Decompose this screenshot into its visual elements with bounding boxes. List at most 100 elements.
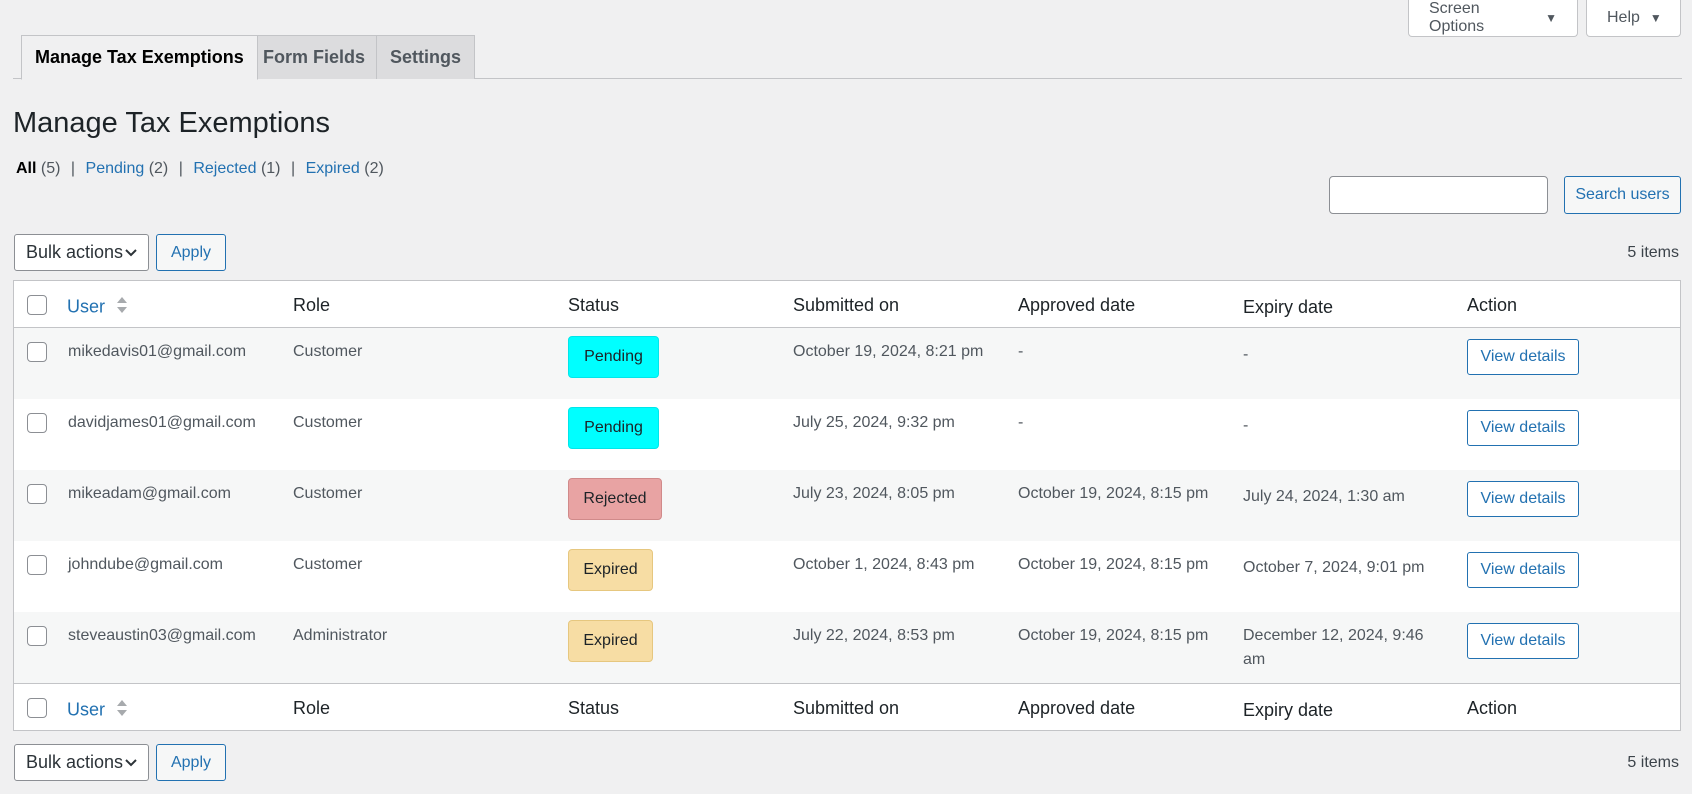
table-footer-row: User Role Status Submitted on Approved d… (14, 683, 1680, 730)
view-details-button[interactable]: View details (1467, 623, 1579, 659)
expiry-cell: July 24, 2024, 1:30 am (1243, 488, 1405, 505)
select-all-checkbox-footer[interactable] (27, 698, 47, 718)
help-label: Help (1607, 9, 1640, 26)
tab-settings[interactable]: Settings (376, 35, 476, 79)
exemptions-table: User Role Status Submitted on Approved d… (13, 280, 1681, 731)
filter-separator: | (178, 160, 183, 177)
tab-form-fields[interactable]: Form Fields (249, 35, 380, 79)
screen-options-label: Screen Options (1429, 0, 1485, 35)
tab-label: Form Fields (263, 47, 366, 67)
sort-icon (116, 698, 128, 723)
apply-button-top[interactable]: Apply (156, 234, 226, 271)
row-checkbox[interactable] (27, 484, 47, 504)
chevron-down-icon (124, 755, 138, 771)
approved-cell: October 19, 2024, 8:15 pm (1018, 627, 1209, 644)
items-count-top: 5 items (1627, 244, 1679, 261)
filter-expired[interactable]: Expired (2) (305, 160, 384, 177)
view-details-button[interactable]: View details (1467, 410, 1579, 446)
role-cell: Customer (293, 556, 363, 573)
column-footer-role: Role (293, 698, 331, 718)
bulk-actions-value: Bulk actions (26, 242, 124, 262)
sort-icon (116, 295, 128, 320)
column-header-approved: Approved date (1018, 295, 1136, 315)
expiry-cell: - (1243, 346, 1249, 363)
user-email-link[interactable]: johndube@gmail.com (68, 556, 223, 573)
status-badge: Pending (568, 336, 659, 378)
status-filters: All (5) | Pending (2) | Rejected (1) | E… (16, 160, 384, 178)
view-details-button[interactable]: View details (1467, 552, 1579, 588)
filter-rejected[interactable]: Rejected (1) (193, 160, 281, 177)
role-cell: Administrator (293, 627, 388, 644)
filter-separator: | (290, 160, 296, 177)
status-badge: Pending (568, 407, 659, 449)
status-badge: Expired (568, 549, 653, 591)
screen-options-button[interactable]: Screen Options ▼ (1408, 0, 1578, 37)
chevron-down-icon (124, 245, 138, 261)
user-email-link[interactable]: davidjames01@gmail.com (68, 414, 256, 431)
column-footer-action: Action (1467, 698, 1518, 718)
column-footer-expiry: Expiry date (1243, 700, 1334, 720)
column-footer-submitted: Submitted on (793, 698, 900, 718)
tab-label: Settings (390, 47, 462, 67)
column-header-action: Action (1467, 295, 1518, 315)
row-checkbox[interactable] (27, 626, 47, 646)
search-input[interactable] (1329, 176, 1548, 214)
column-footer-approved: Approved date (1018, 698, 1136, 718)
status-badge: Expired (568, 620, 653, 662)
table-row: davidjames01@gmail.com Customer Pending … (14, 399, 1680, 470)
items-count-bottom: 5 items (1627, 754, 1679, 771)
filter-all[interactable]: All (5) (16, 160, 61, 177)
role-cell: Customer (293, 414, 363, 431)
column-footer-status: Status (568, 698, 620, 718)
tab-label: Manage Tax Exemptions (35, 47, 244, 67)
column-header-submitted: Submitted on (793, 295, 900, 315)
table-row: mikedavis01@gmail.com Customer Pending O… (14, 328, 1680, 399)
bulk-actions-value: Bulk actions (26, 752, 124, 772)
column-header-user[interactable]: User (67, 295, 128, 320)
user-email-link[interactable]: steveaustin03@gmail.com (68, 627, 256, 644)
tab-manage-tax-exemptions[interactable]: Manage Tax Exemptions (21, 35, 258, 80)
column-footer-user[interactable]: User (67, 698, 128, 723)
column-header-expiry: Expiry date (1243, 297, 1334, 317)
search-users-button[interactable]: Search users (1564, 176, 1681, 214)
status-badge: Rejected (568, 478, 662, 520)
user-email-link[interactable]: mikedavis01@gmail.com (68, 343, 247, 360)
expiry-cell: October 7, 2024, 9:01 pm (1243, 559, 1425, 576)
expiry-cell: - (1243, 417, 1249, 434)
table-row: johndube@gmail.com Customer Expired Octo… (14, 541, 1680, 612)
bulk-actions-select-top[interactable]: Bulk actions (14, 234, 149, 271)
view-details-button[interactable]: View details (1467, 339, 1579, 375)
user-email-link[interactable]: mikeadam@gmail.com (68, 485, 231, 502)
row-checkbox[interactable] (27, 413, 47, 433)
submitted-cell: July 23, 2024, 8:05 pm (793, 485, 955, 502)
role-cell: Customer (293, 343, 363, 360)
table-header-row: User Role Status Submitted on Approved d… (14, 281, 1680, 328)
approved-cell: - (1018, 414, 1024, 431)
view-details-button[interactable]: View details (1467, 481, 1579, 517)
submitted-cell: July 22, 2024, 8:53 pm (793, 627, 955, 644)
select-all-checkbox[interactable] (27, 295, 47, 315)
role-cell: Customer (293, 485, 363, 502)
filter-pending[interactable]: Pending (2) (85, 160, 169, 177)
row-checkbox[interactable] (27, 555, 47, 575)
apply-button-bottom[interactable]: Apply (156, 744, 226, 781)
table-row: steveaustin03@gmail.com Administrator Ex… (14, 612, 1680, 683)
help-button[interactable]: Help ▼ (1586, 0, 1681, 37)
row-checkbox[interactable] (27, 342, 47, 362)
approved-cell: - (1018, 343, 1024, 360)
submitted-cell: October 19, 2024, 8:21 pm (793, 343, 984, 360)
column-header-status: Status (568, 295, 620, 315)
bulk-actions-select-bottom[interactable]: Bulk actions (14, 744, 149, 781)
table-row: mikeadam@gmail.com Customer Rejected Jul… (14, 470, 1680, 541)
page-title: Manage Tax Exemptions (13, 107, 331, 139)
expiry-cell: December 12, 2024, 9:46 am (1243, 627, 1424, 668)
column-header-role: Role (293, 295, 331, 315)
approved-cell: October 19, 2024, 8:15 pm (1018, 556, 1209, 573)
triangle-down-icon: ▼ (1649, 11, 1662, 25)
submitted-cell: October 1, 2024, 8:43 pm (793, 556, 975, 573)
triangle-down-icon: ▼ (1545, 11, 1557, 25)
tabs-divider (13, 78, 1682, 79)
filter-separator: | (70, 160, 76, 177)
submitted-cell: July 25, 2024, 9:32 pm (793, 414, 955, 431)
approved-cell: October 19, 2024, 8:15 pm (1018, 485, 1209, 502)
